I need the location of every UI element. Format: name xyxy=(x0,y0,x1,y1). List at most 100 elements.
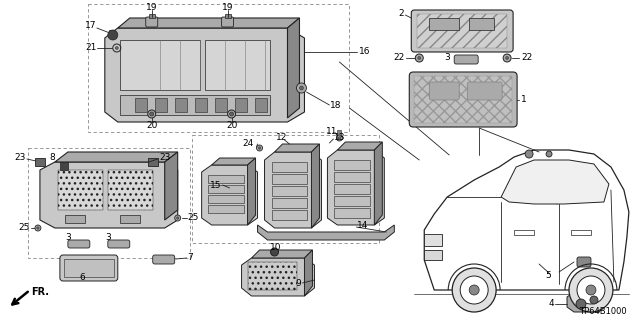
Polygon shape xyxy=(212,158,255,165)
Bar xyxy=(207,205,244,213)
Bar xyxy=(571,230,591,235)
Text: 9: 9 xyxy=(296,278,301,287)
Bar xyxy=(271,162,307,172)
Circle shape xyxy=(230,112,234,116)
Circle shape xyxy=(259,147,260,149)
Text: 2: 2 xyxy=(399,10,404,19)
Polygon shape xyxy=(105,28,305,122)
Polygon shape xyxy=(248,158,255,225)
Polygon shape xyxy=(287,18,300,118)
FancyBboxPatch shape xyxy=(146,17,157,27)
FancyBboxPatch shape xyxy=(467,82,502,100)
Circle shape xyxy=(338,137,340,139)
Bar xyxy=(335,160,371,170)
Text: 4: 4 xyxy=(548,300,554,308)
Bar xyxy=(155,98,166,112)
Polygon shape xyxy=(202,165,257,225)
Bar xyxy=(64,259,114,277)
Bar xyxy=(135,98,147,112)
Bar xyxy=(335,196,371,206)
Circle shape xyxy=(576,299,586,309)
FancyBboxPatch shape xyxy=(412,10,513,52)
Bar xyxy=(205,40,269,90)
FancyBboxPatch shape xyxy=(108,240,130,248)
Text: 6: 6 xyxy=(79,273,84,283)
Text: 15: 15 xyxy=(210,181,221,189)
Text: 14: 14 xyxy=(357,220,369,229)
Bar xyxy=(514,230,534,235)
FancyBboxPatch shape xyxy=(409,72,517,127)
Circle shape xyxy=(296,83,307,93)
Polygon shape xyxy=(501,160,609,204)
Bar xyxy=(414,76,512,123)
Text: 3: 3 xyxy=(65,233,71,241)
Text: 10: 10 xyxy=(270,243,281,253)
Bar xyxy=(335,208,371,218)
Circle shape xyxy=(415,54,423,62)
FancyBboxPatch shape xyxy=(577,257,591,267)
Polygon shape xyxy=(567,292,604,312)
Circle shape xyxy=(460,276,488,304)
Circle shape xyxy=(577,276,605,304)
Circle shape xyxy=(271,248,278,256)
Circle shape xyxy=(36,227,39,229)
Bar xyxy=(271,210,307,220)
Polygon shape xyxy=(252,250,312,258)
Text: 19: 19 xyxy=(222,3,234,11)
Circle shape xyxy=(257,145,262,151)
Text: FR.: FR. xyxy=(31,287,49,297)
Bar xyxy=(469,18,494,30)
FancyBboxPatch shape xyxy=(221,17,234,27)
Bar xyxy=(335,184,371,194)
Bar xyxy=(235,98,246,112)
Bar xyxy=(148,14,155,18)
Bar xyxy=(271,174,307,184)
Circle shape xyxy=(452,268,496,312)
Bar xyxy=(424,250,442,260)
Text: 23: 23 xyxy=(160,153,171,162)
Text: 11: 11 xyxy=(326,128,337,137)
Polygon shape xyxy=(257,225,394,240)
Bar xyxy=(417,14,507,48)
Circle shape xyxy=(35,225,41,231)
FancyBboxPatch shape xyxy=(60,255,118,281)
Text: TP64B1000: TP64B1000 xyxy=(579,308,627,316)
Text: 22: 22 xyxy=(393,54,404,63)
Text: 21: 21 xyxy=(85,43,97,53)
Text: 25: 25 xyxy=(188,213,199,222)
Polygon shape xyxy=(424,150,629,290)
Polygon shape xyxy=(264,152,321,228)
Polygon shape xyxy=(40,162,178,228)
Circle shape xyxy=(503,54,511,62)
Circle shape xyxy=(115,47,118,49)
Bar xyxy=(120,215,140,223)
Circle shape xyxy=(586,285,596,295)
Bar xyxy=(195,98,207,112)
Bar xyxy=(58,170,103,210)
Text: 16: 16 xyxy=(358,48,370,56)
FancyBboxPatch shape xyxy=(429,82,459,100)
Polygon shape xyxy=(305,250,312,296)
Bar xyxy=(120,95,269,115)
Polygon shape xyxy=(241,258,314,296)
Circle shape xyxy=(418,56,420,60)
Bar xyxy=(28,148,189,258)
Circle shape xyxy=(590,296,598,304)
Circle shape xyxy=(175,215,180,221)
Bar xyxy=(109,30,114,35)
Circle shape xyxy=(525,150,533,158)
Circle shape xyxy=(108,30,118,40)
Bar xyxy=(207,195,244,203)
Bar xyxy=(424,234,442,246)
Bar xyxy=(225,14,230,18)
Text: 3: 3 xyxy=(105,233,111,241)
Bar xyxy=(214,98,227,112)
Circle shape xyxy=(337,135,342,141)
Polygon shape xyxy=(55,152,178,162)
Bar xyxy=(207,185,244,193)
Polygon shape xyxy=(118,18,300,28)
Circle shape xyxy=(546,151,552,157)
Circle shape xyxy=(148,110,156,118)
Polygon shape xyxy=(312,144,319,228)
Text: 24: 24 xyxy=(242,138,253,147)
